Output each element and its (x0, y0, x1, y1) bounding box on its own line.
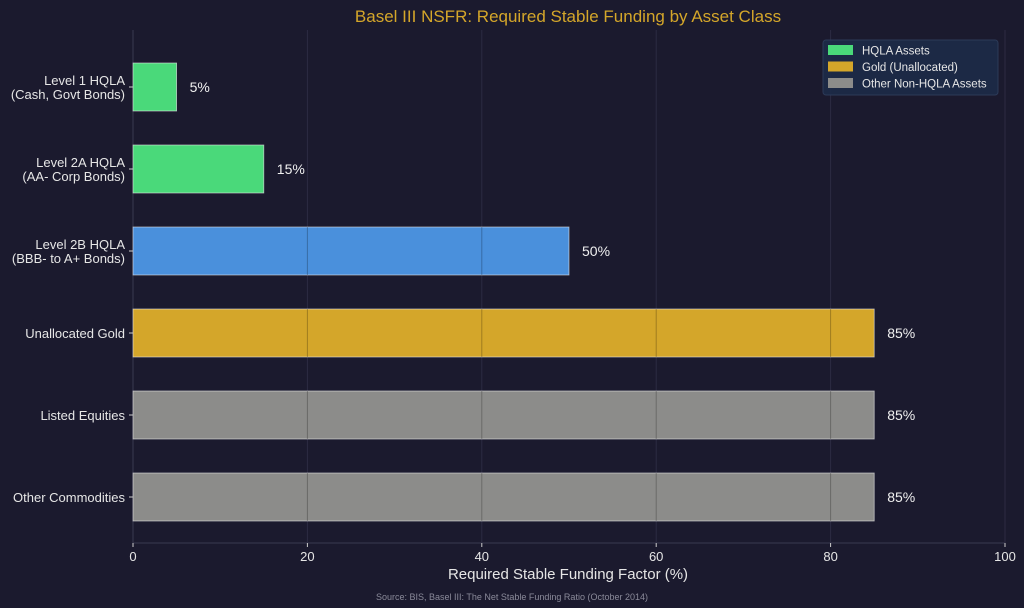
x-axis-label: Required Stable Funding Factor (%) (448, 566, 688, 583)
y-tick-label: Unallocated Gold (25, 326, 125, 341)
bar (132, 308, 875, 358)
y-tick-label: Level 2A HQLA (36, 155, 125, 170)
legend-box (822, 39, 999, 96)
x-tick-label: 40 (475, 549, 489, 564)
y-tick-label: (BBB- to A+ Bonds) (12, 251, 125, 266)
x-tick-label: 100 (994, 549, 1016, 564)
x-ticks: 0 20 40 60 80 100 (129, 543, 1016, 564)
y-tick-label: (AA- Corp Bonds) (22, 169, 125, 184)
bar (132, 390, 875, 440)
source-note: Source: BIS, Basel III: The Net Stable F… (376, 592, 648, 602)
grid (132, 30, 1006, 544)
legend: HQLA Assets Gold (Unallocated) Other Non-H… (822, 39, 999, 96)
x-tick-label: 80 (823, 549, 837, 564)
y-tick-labels: Level 1 HQLA(Cash, Govt Bonds) Level 2A H… (11, 73, 133, 505)
x-tick-label: 60 (649, 549, 663, 564)
legend-label: Other Non-HQLA Assets (862, 79, 987, 91)
x-tick-label: 20 (300, 549, 314, 564)
bar (132, 144, 265, 194)
legend-swatch (828, 45, 853, 55)
x-tick-label: 0 (129, 549, 136, 564)
data-label: 5% (190, 79, 210, 95)
data-label: 85% (887, 489, 915, 505)
data-label: 50% (582, 243, 610, 259)
data-label: 85% (887, 407, 915, 423)
data-label: 15% (277, 161, 305, 177)
data-label: 85% (887, 325, 915, 341)
legend-swatch (828, 61, 853, 72)
y-tick-label: Level 1 HQLA (44, 73, 125, 88)
legend-label: Gold (Unallocated) (862, 62, 958, 74)
legend-label: HQLA Assets (862, 46, 930, 58)
y-tick-label: Listed Equities (40, 408, 125, 423)
bar (132, 62, 177, 112)
legend-swatch (828, 78, 853, 88)
y-tick-label: Other Commodities (13, 490, 125, 505)
y-tick-label: (Cash, Govt Bonds) (11, 87, 125, 102)
y-tick-label: Level 2B HQLA (35, 237, 125, 252)
chart-title: Basel III NSFR: Required Stable Funding … (355, 7, 781, 26)
bar (132, 472, 875, 522)
bars: 5% 15% 50% 85% 85% 85% (132, 62, 915, 522)
bar (132, 226, 570, 276)
